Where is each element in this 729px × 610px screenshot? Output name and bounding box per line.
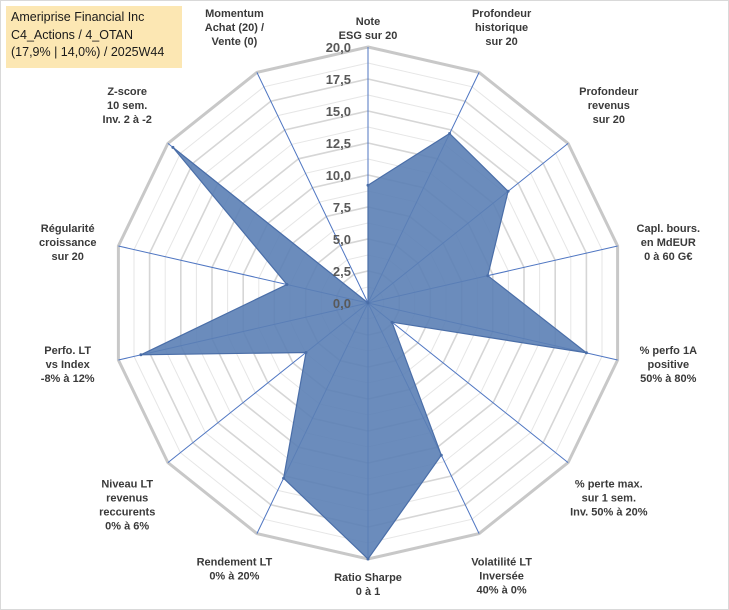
axis-label-line: -8% à 12% [41, 373, 95, 385]
axis-label-line: % perte max. [575, 479, 643, 491]
axis-spoke [256, 72, 369, 304]
data-point [282, 476, 286, 480]
data-point [139, 353, 143, 357]
axis-label: Niveau LT revenus reccurents 0% à 6% [99, 479, 155, 533]
data-point [304, 351, 308, 354]
axis-label: Profondeur revenus sur 20 [579, 86, 639, 126]
info-box: Ameriprise Financial Inc C4_Actions / 4_… [6, 6, 182, 68]
axis-label-line: Rendement LT [197, 556, 273, 568]
axis-label-line: Inv. 50% à 20% [570, 507, 648, 519]
axis-label-line: % perfo 1A [640, 345, 698, 357]
data-point [584, 351, 588, 355]
axis-label-line: vs Index [46, 359, 91, 371]
axis-label-line: sur 20 [51, 251, 83, 263]
data-point [171, 145, 175, 149]
axis-label: Perfo. LT vs Index -8% à 12% [41, 345, 95, 385]
axis-label-line: Régularité [41, 223, 95, 235]
radar-series [139, 132, 589, 561]
axis-label-line: en MdEUR [641, 237, 696, 249]
tick-label: 15,0 [326, 104, 351, 119]
data-point [285, 283, 289, 286]
axis-label: Momentum Achat (20) / Vente (0) [205, 8, 264, 48]
radar-tick-labels: 0,0 2,5 5,0 7,5 10,0 12,5 15,0 17,5 20,0 [326, 40, 351, 311]
axis-label: Ratio Sharpe 0 à 1 [334, 572, 402, 598]
radar-axis-labels: Note ESG sur 20 Profondeur historique sur 20… [39, 8, 700, 598]
axis-label-line: 0% à 20% [209, 570, 259, 582]
axis-label-line: Note [356, 16, 380, 28]
axis-label: Rendement LT 0% à 20% [197, 556, 273, 582]
data-point [366, 301, 370, 305]
axis-label-line: revenus [106, 493, 148, 505]
tick-label: 7,5 [333, 200, 351, 215]
data-point [506, 189, 510, 193]
data-point [439, 453, 443, 457]
axis-label-line: Inversée [479, 570, 524, 582]
axis-label-line: reccurents [99, 507, 155, 519]
axis-label: Capl. bours. en MdEUR 0 à 60 G€ [637, 223, 701, 263]
axis-label-line: sur 20 [593, 114, 625, 126]
data-point [390, 320, 394, 324]
axis-label-line: 0% à 6% [105, 521, 149, 533]
axis-label-line: Inv. 2 à -2 [103, 114, 152, 126]
axis-spoke [367, 302, 569, 463]
axis-label: Z-score 10 sem. Inv. 2 à -2 [103, 86, 152, 126]
axis-label-line: Momentum [205, 8, 264, 20]
axis-label-line: Volatilité LT [471, 556, 532, 568]
axis-label-line: Z-score [107, 86, 147, 98]
axis-label-line: 50% à 80% [640, 373, 696, 385]
tick-label: 10,0 [326, 168, 351, 183]
axis-label: Note ESG sur 20 [339, 16, 398, 42]
axis-label: % perfo 1A positive 50% à 80% [640, 345, 698, 385]
tick-label: 17,5 [326, 72, 351, 87]
axis-label: Profondeur historique sur 20 [472, 8, 532, 48]
axis-label-line: Vente (0) [211, 36, 257, 48]
company-name: Ameriprise Financial Inc [11, 10, 145, 24]
axis-label-line: ESG sur 20 [339, 30, 398, 42]
axis-label-line: sur 1 sem. [582, 493, 636, 505]
portfolio-name: C4_Actions / 4_OTAN [11, 27, 134, 42]
axis-label-line: Profondeur [472, 8, 532, 20]
axis-label-line: Perfo. LT [44, 345, 91, 357]
axis-label-line: 10 sem. [107, 100, 147, 112]
data-point [448, 132, 452, 135]
tick-label: 5,0 [333, 232, 351, 247]
axis-label-line: positive [648, 359, 690, 371]
axis-label-line: 0 à 1 [356, 586, 380, 598]
axis-label: Régularité croissance sur 20 [39, 223, 96, 263]
data-point [366, 557, 370, 561]
data-point [366, 183, 370, 187]
tick-label: 20,0 [326, 40, 351, 55]
data-point [486, 274, 490, 278]
axis-label: % perte max. sur 1 sem. Inv. 50% à 20% [570, 479, 648, 519]
axis-label-line: 40% à 0% [477, 584, 527, 596]
axis-label-line: sur 20 [485, 36, 517, 48]
tick-label: 0,0 [333, 296, 351, 311]
axis-label-line: croissance [39, 237, 96, 249]
axis-label: Volatilité LT Inversée 40% à 0% [471, 556, 532, 596]
tick-label: 12,5 [326, 136, 351, 151]
portfolio-stats: (17,9% | 14,0%) / 2025W44 [11, 45, 165, 59]
axis-label-line: Profondeur [579, 86, 639, 98]
axis-label-line: revenus [588, 100, 630, 112]
axis-label-line: Ratio Sharpe [334, 572, 402, 584]
axis-label-line: historique [475, 22, 528, 34]
axis-label-line: Achat (20) / [205, 22, 264, 34]
axis-label-line: 0 à 60 G€ [644, 251, 692, 263]
axis-label-line: Niveau LT [101, 479, 153, 491]
tick-label: 2,5 [333, 264, 351, 279]
axis-label-line: Capl. bours. [637, 223, 701, 235]
